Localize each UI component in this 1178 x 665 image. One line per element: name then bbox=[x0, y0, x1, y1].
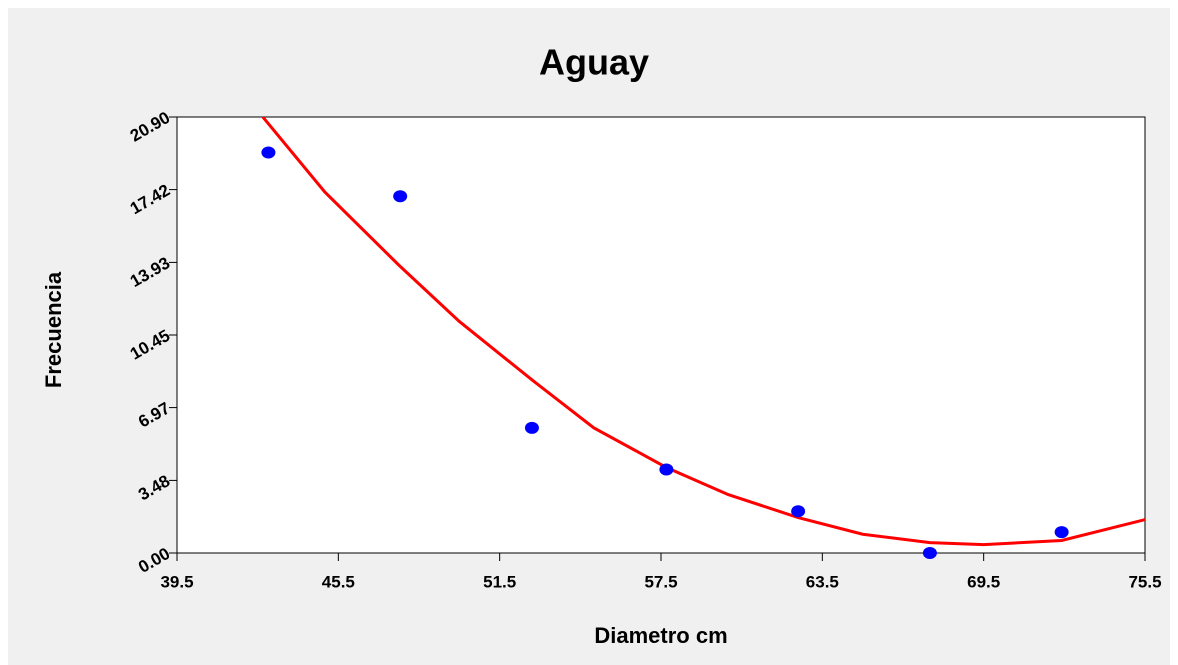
x-tick-label: 51.5 bbox=[483, 572, 516, 591]
x-tick-label: 69.5 bbox=[967, 572, 1000, 591]
data-point bbox=[1054, 526, 1069, 539]
x-tick-label: 75.5 bbox=[1128, 572, 1161, 591]
x-tick-label: 57.5 bbox=[644, 572, 677, 591]
x-tick-label: 63.5 bbox=[806, 572, 839, 591]
x-tick-label: 39.5 bbox=[160, 572, 193, 591]
data-point bbox=[393, 190, 408, 203]
fit-curve bbox=[260, 117, 1145, 547]
data-point bbox=[791, 505, 806, 518]
chart-title: Aguay bbox=[539, 42, 649, 83]
plot-area bbox=[176, 116, 1146, 554]
x-axis-label: Diametro cm bbox=[594, 623, 727, 648]
data-point bbox=[922, 547, 937, 559]
data-point bbox=[659, 463, 674, 476]
x-tick-label: 45.5 bbox=[322, 572, 355, 591]
data-point bbox=[261, 146, 276, 159]
y-axis-label: Frecuencia bbox=[41, 271, 66, 388]
data-point bbox=[524, 421, 539, 434]
